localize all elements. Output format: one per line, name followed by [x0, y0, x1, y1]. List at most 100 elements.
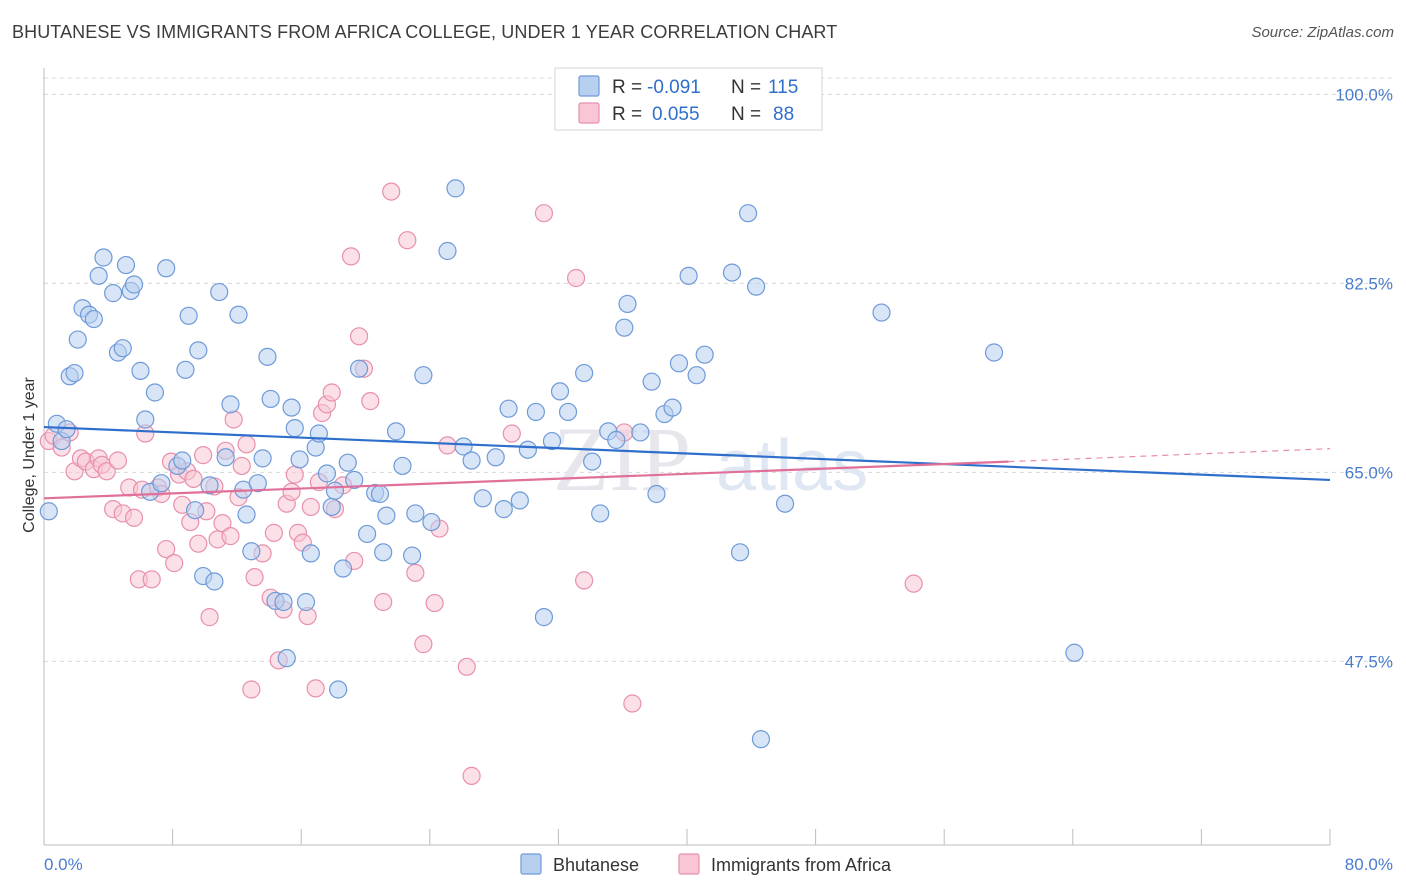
- data-point-bhutanese: [104, 284, 123, 303]
- data-point-immigrants-from-africa: [349, 327, 369, 346]
- data-point-bhutanese: [317, 464, 337, 483]
- data-point-bhutanese: [242, 542, 261, 561]
- data-point-bhutanese: [473, 489, 492, 508]
- data-point-immigrants-from-africa: [242, 680, 261, 699]
- series-legend: Bhutanese Immigrants from Africa: [520, 853, 892, 875]
- data-point-bhutanese: [301, 544, 320, 563]
- data-point-bhutanese: [642, 372, 661, 391]
- data-point-bhutanese: [446, 179, 465, 198]
- data-point-bhutanese: [403, 546, 422, 565]
- data-point-bhutanese: [221, 395, 240, 414]
- y-tick-label: 65.0%: [1345, 463, 1393, 482]
- data-point-bhutanese: [176, 360, 195, 379]
- data-point-immigrants-from-africa: [157, 539, 176, 559]
- legend-r-label-0: R =: [612, 77, 642, 98]
- legend-swatch-bhutanese: [578, 75, 600, 97]
- data-point-immigrants-from-africa: [189, 534, 208, 553]
- legend-n-value-0: 115: [768, 77, 798, 98]
- data-point-bhutanese: [116, 255, 136, 275]
- legend-n-label-0: N =: [731, 77, 761, 98]
- data-point-bhutanese: [65, 363, 84, 383]
- data-point-bhutanese: [68, 330, 87, 349]
- legend-r-value-0: -0.091: [647, 77, 701, 98]
- trend-line-immigrants-extrapolated: [1008, 448, 1331, 463]
- data-point-bhutanese: [157, 259, 176, 278]
- data-point-bhutanese: [94, 248, 113, 267]
- data-point-bhutanese: [695, 345, 714, 364]
- data-point-immigrants-from-africa: [361, 392, 380, 411]
- y-tick-labels: 47.5% 65.0% 82.5% 100.0%: [1335, 85, 1393, 671]
- data-point-bhutanese: [663, 398, 682, 417]
- data-point-immigrants-from-africa: [232, 456, 251, 476]
- data-point-immigrants-from-africa: [341, 247, 361, 266]
- data-point-bhutanese: [285, 419, 304, 438]
- data-point-bhutanese: [358, 524, 377, 544]
- data-point-bhutanese: [984, 343, 1004, 362]
- data-point-bhutanese: [338, 453, 357, 472]
- data-point-immigrants-from-africa: [237, 435, 256, 454]
- data-point-bhutanese: [751, 730, 771, 749]
- trend-lines: [43, 425, 1331, 500]
- data-point-bhutanese: [261, 389, 280, 409]
- data-point-bhutanese: [631, 423, 650, 442]
- data-point-immigrants-from-africa: [462, 766, 481, 785]
- data-point-bhutanese: [253, 449, 272, 468]
- data-point-bhutanese: [274, 592, 293, 612]
- data-point-bhutanese: [282, 398, 301, 417]
- data-point-bhutanese: [414, 366, 433, 385]
- data-point-bhutanese: [393, 456, 412, 476]
- data-point-immigrants-from-africa: [245, 568, 264, 587]
- data-point-bhutanese: [462, 451, 481, 470]
- data-point-immigrants-from-africa: [566, 268, 586, 288]
- watermark-atlas: atlas: [716, 426, 868, 506]
- legend-n-label-1: N =: [731, 104, 761, 125]
- data-point-bhutanese: [494, 500, 513, 519]
- data-point-immigrants-from-africa: [200, 608, 219, 627]
- data-point-bhutanese: [575, 363, 594, 383]
- data-point-bhutanese: [39, 502, 58, 521]
- data-point-bhutanese: [591, 504, 610, 523]
- data-point-bhutanese: [747, 277, 766, 296]
- data-point-bhutanese: [333, 559, 353, 578]
- bottom-legend-swatch-bhutanese: [520, 853, 542, 875]
- data-point-bhutanese: [216, 448, 235, 467]
- legend-swatch-immigrants: [578, 102, 600, 124]
- source-credit: Source: ZipAtlas.com: [1251, 24, 1394, 41]
- data-point-bhutanese: [558, 402, 578, 422]
- data-point-bhutanese: [210, 282, 229, 302]
- data-point-bhutanese: [615, 318, 634, 337]
- data-point-bhutanese: [258, 347, 277, 366]
- data-point-bhutanese: [349, 359, 369, 378]
- legend-r-value-1: 0.055: [652, 104, 700, 125]
- data-point-bhutanese: [722, 263, 742, 282]
- data-point-bhutanese: [374, 543, 393, 562]
- data-point-immigrants-from-africa: [382, 182, 401, 201]
- data-point-immigrants-from-africa: [97, 462, 116, 481]
- axes: [43, 68, 1331, 846]
- data-point-immigrants-from-africa: [398, 231, 417, 250]
- bottom-legend-label-bhutanese: Bhutanese: [553, 855, 639, 875]
- data-point-bhutanese: [113, 339, 132, 358]
- x-tick-labels: 0.0% 80.0%: [44, 855, 1393, 874]
- data-point-immigrants-from-africa: [425, 593, 444, 613]
- data-point-immigrants-from-africa: [264, 523, 283, 542]
- data-point-bhutanese: [647, 484, 666, 504]
- data-point-bhutanese: [526, 402, 545, 422]
- data-point-bhutanese: [205, 572, 224, 591]
- data-point-bhutanese: [499, 399, 518, 418]
- data-point-bhutanese: [186, 501, 205, 520]
- data-point-bhutanese: [406, 504, 425, 523]
- data-point-bhutanese: [237, 505, 256, 524]
- data-point-immigrants-from-africa: [221, 527, 240, 546]
- data-point-immigrants-from-africa: [142, 570, 161, 589]
- data-point-immigrants-from-africa: [301, 497, 320, 517]
- data-point-bhutanese: [583, 452, 602, 471]
- data-point-immigrants-from-africa: [165, 554, 184, 573]
- data-point-bhutanese: [145, 383, 165, 402]
- data-point-bhutanese: [679, 266, 698, 285]
- data-point-immigrants-from-africa: [285, 465, 304, 484]
- data-point-immigrants-from-africa: [904, 574, 923, 593]
- data-point-bhutanese: [618, 294, 637, 314]
- data-point-bhutanese: [89, 266, 108, 285]
- data-point-immigrants-from-africa: [502, 424, 521, 443]
